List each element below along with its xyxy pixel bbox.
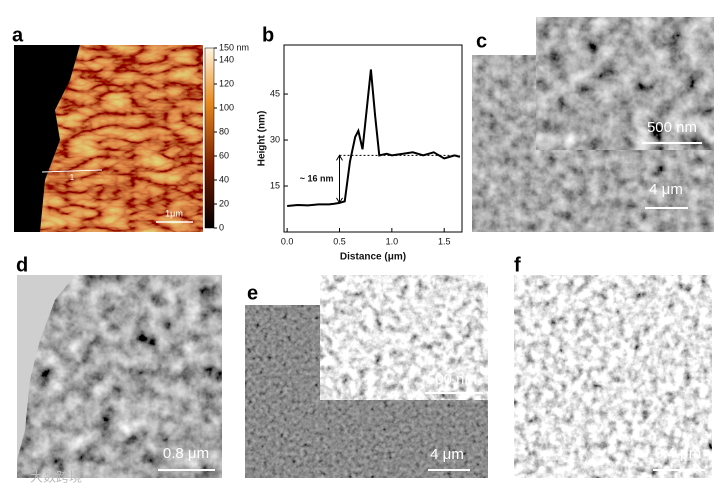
scale-bar-label: 0.4 μm — [655, 445, 701, 462]
sem-inset — [535, 16, 715, 151]
scale-bar-label: 1μm — [165, 208, 183, 218]
stem-texture — [514, 275, 712, 478]
panel-label: b — [262, 24, 274, 46]
x-axis-label: Distance (μm) — [340, 252, 406, 263]
y-tick-label: 15 — [270, 180, 280, 190]
panel-label: c — [476, 30, 487, 52]
x-tick-label: 1.0 — [386, 236, 399, 246]
plot-frame — [283, 44, 463, 233]
profile-line — [41, 169, 103, 173]
scale-bar-label: 500 nm — [427, 371, 477, 388]
colorbar-tick-label: 40 — [219, 174, 229, 184]
panel-label: e — [247, 282, 258, 304]
colorbar-tick-label: 120 — [219, 78, 234, 88]
watermark: 大数跨境 — [30, 469, 82, 484]
colorbar-tick-label: 20 — [219, 198, 229, 208]
colorbar — [204, 47, 215, 229]
arrow-head — [336, 154, 343, 161]
colorbar-tick-label: 140 — [219, 54, 234, 64]
sem-inset — [319, 274, 489, 401]
scale-bar-label: 0.8 μm — [163, 445, 209, 462]
colorbar-tick-label: 100 — [219, 102, 234, 112]
scale-bar-label: 4 μm — [649, 181, 683, 198]
tem-background — [17, 275, 75, 460]
panel-label: f — [514, 254, 521, 276]
colorbar-tick-label: 150 nm — [219, 42, 249, 52]
colorbar-tick-label: 0 — [219, 222, 224, 232]
profile-marker: 1 — [70, 173, 75, 182]
scale-bar-label: 500 nm — [647, 119, 697, 136]
x-tick-label: 0.0 — [281, 236, 294, 246]
colorbar-tick-label: 80 — [219, 126, 229, 136]
y-axis-label: Height (nm) — [257, 111, 268, 167]
x-tick-label: 1.5 — [438, 236, 451, 246]
x-tick-label: 0.5 — [333, 236, 346, 246]
panel-label: a — [12, 24, 24, 46]
y-tick-label: 45 — [270, 88, 280, 98]
colorbar-tick-label: 60 — [219, 150, 229, 160]
y-tick-label: 30 — [270, 134, 280, 144]
annotation: ~ 16 nm — [300, 173, 334, 183]
panel-label: d — [16, 254, 28, 276]
afm-background — [14, 45, 80, 232]
scale-bar-label: 4 μm — [430, 446, 464, 463]
data-line — [287, 69, 461, 207]
